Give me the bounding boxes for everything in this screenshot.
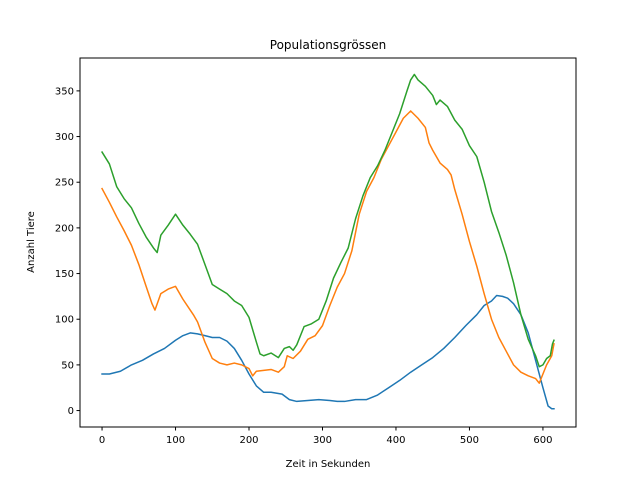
x-axis-label: Zeit in Sekunden (286, 459, 371, 470)
y-axis: 0 50 100 150 200 250 300 350 (55, 86, 80, 417)
x-tick-label: 400 (386, 435, 405, 446)
y-tick-label: 200 (55, 223, 74, 234)
plot-series (101, 73, 555, 410)
y-tick-label: 300 (55, 132, 74, 143)
x-tick-label: 200 (239, 435, 258, 446)
series-line-2 (101, 110, 555, 384)
x-tick-label: 600 (533, 435, 552, 446)
plot-frame (79, 57, 577, 428)
series-line-1 (101, 294, 555, 410)
x-tick-label: 100 (166, 435, 185, 446)
y-tick-label: 350 (55, 86, 74, 97)
y-tick-label: 250 (55, 178, 74, 189)
y-tick-label: 0 (68, 406, 74, 417)
series-line-3 (101, 73, 555, 368)
y-tick-label: 100 (55, 315, 74, 326)
x-tick-label: 0 (99, 435, 105, 446)
y-tick-label: 150 (55, 269, 74, 280)
y-axis-label: Anzahl Tiere (26, 211, 37, 273)
x-axis: 0 100 200 300 400 500 600 (99, 427, 552, 446)
y-tick-label: 50 (61, 360, 74, 371)
x-tick-label: 500 (460, 435, 479, 446)
chart-title: Populationsgrössen (270, 38, 386, 52)
x-tick-label: 300 (313, 435, 332, 446)
